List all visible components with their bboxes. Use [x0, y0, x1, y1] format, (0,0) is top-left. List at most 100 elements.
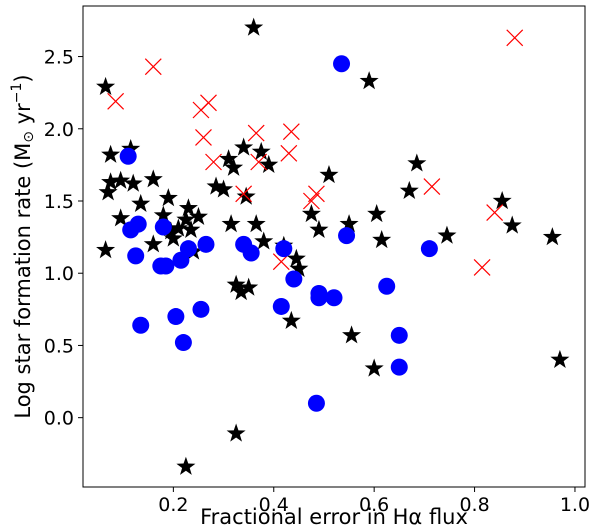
circle-marker: [378, 277, 396, 295]
y-tick-label: 1.5: [44, 191, 74, 213]
star-marker: [259, 154, 279, 173]
star-marker: [98, 182, 118, 201]
star-marker: [176, 456, 196, 475]
circle-marker: [310, 284, 328, 302]
circle-marker: [338, 227, 356, 245]
x-marker: [107, 92, 125, 110]
star-marker: [123, 173, 143, 192]
x-marker: [423, 178, 441, 195]
x-marker: [486, 204, 504, 221]
x-tick-label: 0.4: [259, 494, 289, 516]
circle-marker: [285, 270, 303, 288]
star-marker: [437, 225, 457, 244]
star-marker: [226, 274, 246, 293]
circle-marker: [307, 394, 325, 412]
star-marker: [158, 188, 178, 207]
star-marker: [101, 172, 121, 191]
star-marker: [221, 214, 241, 233]
star-marker: [407, 153, 427, 172]
circle-marker: [275, 240, 293, 258]
star-marker: [550, 349, 570, 368]
x-axis-label: Fractional error in Hα flux: [200, 505, 468, 529]
circle-marker: [197, 235, 215, 253]
circle-marker: [167, 308, 185, 326]
y-axis-label-unit: yr: [11, 103, 35, 131]
x-marker: [473, 259, 491, 276]
star-marker: [542, 227, 562, 246]
star-marker: [181, 219, 201, 238]
star-marker: [251, 141, 271, 160]
x-marker: [200, 94, 217, 112]
x-tick-label: 1.0: [560, 494, 590, 516]
star-marker: [399, 180, 419, 199]
circle-marker: [179, 240, 197, 258]
star-marker: [231, 282, 251, 301]
x-marker: [506, 29, 524, 47]
star-marker: [342, 325, 362, 344]
x-tick-label: 0.6: [359, 494, 389, 516]
star-marker: [219, 149, 239, 168]
star-marker: [121, 139, 141, 158]
y-tick-label: 0.5: [44, 335, 74, 357]
y-axis-label: Log star formation rate (M⊙ yr−1): [9, 74, 37, 418]
star-marker: [359, 71, 379, 90]
circle-marker: [157, 257, 175, 275]
circle-marker: [132, 316, 150, 334]
star-marker: [168, 218, 188, 237]
star-marker: [224, 157, 244, 176]
circle-marker: [129, 215, 147, 233]
circle-marker: [242, 244, 260, 262]
x-tick-label: 0.2: [158, 494, 188, 516]
y-tick-label: 2.5: [44, 47, 74, 69]
star-marker: [226, 423, 246, 442]
star-marker: [339, 214, 359, 233]
x-marker: [235, 185, 253, 203]
x-marker: [195, 129, 212, 146]
star-marker: [234, 137, 254, 156]
y-axis-label-close: ): [11, 74, 35, 82]
star-marker: [301, 204, 321, 223]
y-axis-label-main: Log star formation rate (M: [11, 143, 35, 419]
circle-marker: [420, 240, 438, 258]
star-marker: [96, 240, 116, 259]
star-marker: [246, 214, 266, 233]
circle-marker: [154, 218, 172, 236]
y-tick-label: 2.0: [44, 119, 74, 141]
circle-marker: [174, 334, 192, 352]
star-marker: [244, 17, 264, 36]
y-tick-label: 1.0: [44, 263, 74, 285]
y-axis-label-sun: ⊙: [21, 131, 37, 143]
circle-marker: [333, 55, 351, 73]
star-marker: [111, 170, 131, 189]
x-marker: [280, 144, 298, 162]
star-marker: [372, 230, 392, 249]
x-marker: [247, 124, 265, 142]
x-marker: [302, 192, 320, 210]
star-marker: [214, 179, 234, 198]
star-marker: [188, 206, 208, 225]
star-marker: [364, 358, 384, 377]
star-marker: [101, 144, 121, 163]
y-tick-label: 0.0: [44, 408, 74, 430]
star-marker: [176, 209, 196, 228]
star-marker: [289, 258, 309, 277]
star-marker: [143, 234, 163, 253]
circle-marker: [390, 358, 408, 376]
plot-frame: [82, 5, 586, 488]
y-axis-label-exp: −1: [9, 83, 25, 104]
x-marker: [282, 123, 300, 141]
star-marker: [96, 76, 116, 95]
circle-marker: [390, 326, 408, 344]
circle-marker: [272, 297, 290, 315]
star-marker: [286, 248, 306, 267]
x-marker: [308, 185, 325, 203]
star-marker: [492, 191, 512, 210]
circle-marker: [192, 300, 210, 318]
star-marker: [111, 208, 131, 227]
axis-ticks: 0.2 0.4 0.6 0.8 1.0 0.0 0.5 1.0 1.5 2.0 2.5: [44, 47, 590, 516]
star-marker: [309, 219, 329, 238]
circle-marker: [325, 289, 343, 307]
star-marker: [131, 193, 151, 212]
x-tick-label: 0.8: [459, 494, 489, 516]
